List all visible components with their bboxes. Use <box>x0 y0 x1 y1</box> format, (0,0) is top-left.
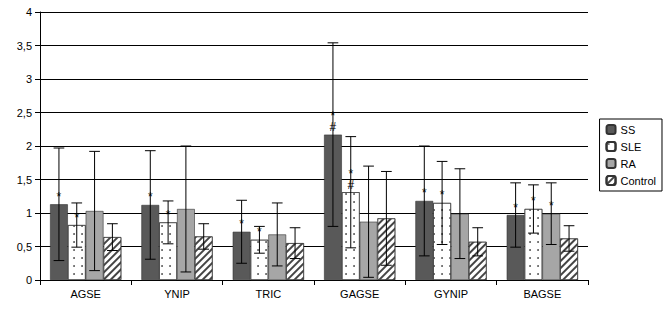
svg-text:3,5: 3,5 <box>17 40 32 52</box>
svg-text:SLE: SLE <box>621 141 642 153</box>
svg-text:TRIC: TRIC <box>255 288 281 300</box>
svg-text:2,5: 2,5 <box>17 107 32 119</box>
svg-text:4: 4 <box>26 6 32 18</box>
svg-text:GAGSE: GAGSE <box>340 288 379 300</box>
svg-text:BAGSE: BAGSE <box>523 288 561 300</box>
svg-text:0: 0 <box>26 274 32 286</box>
svg-text:Control: Control <box>621 175 656 187</box>
svg-text:SS: SS <box>621 124 636 136</box>
svg-text:YNIP: YNIP <box>164 288 190 300</box>
svg-text:1: 1 <box>26 207 32 219</box>
svg-text:RA: RA <box>621 158 637 170</box>
svg-text:3: 3 <box>26 73 32 85</box>
svg-text:2: 2 <box>26 140 32 152</box>
svg-text:0,5: 0,5 <box>17 241 32 253</box>
svg-text:1,5: 1,5 <box>17 174 32 186</box>
svg-text:GYNIP: GYNIP <box>434 288 468 300</box>
svg-text:AGSE: AGSE <box>70 288 101 300</box>
